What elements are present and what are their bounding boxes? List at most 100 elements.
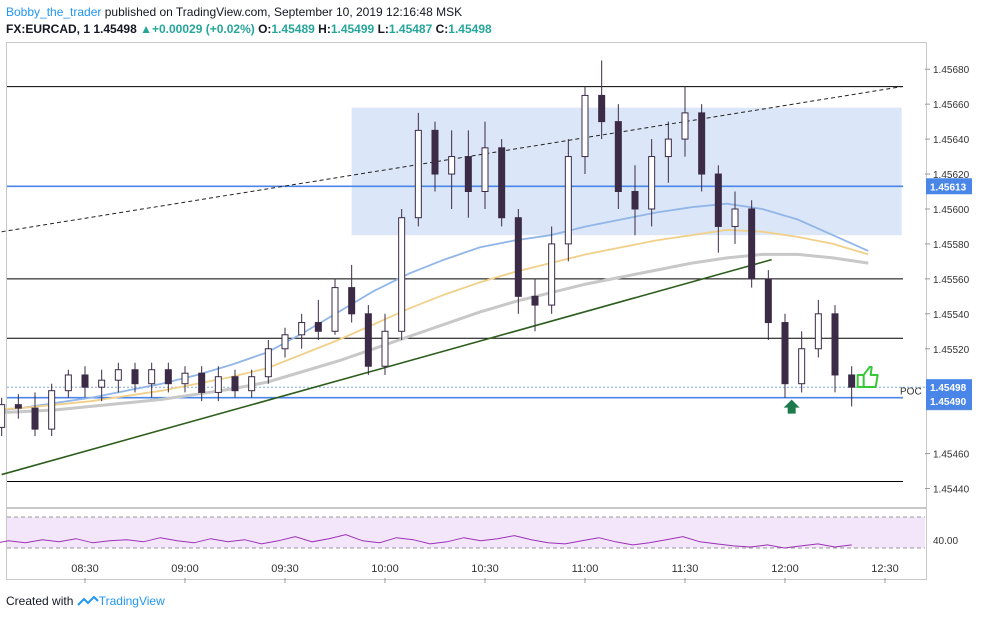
x-axis-label: 09:30 bbox=[271, 563, 299, 575]
candle-body bbox=[598, 94, 606, 123]
candle-body bbox=[14, 404, 22, 409]
publish-header: Bobby_the_trader published on TradingVie… bbox=[6, 5, 462, 19]
candle-body bbox=[381, 330, 389, 367]
candle-body bbox=[581, 94, 589, 158]
candle-body bbox=[248, 376, 256, 392]
resistance-zone bbox=[351, 107, 902, 236]
candle-body bbox=[281, 334, 289, 350]
candle-body bbox=[714, 173, 722, 227]
close-value: 1.45498 bbox=[448, 22, 492, 36]
rsi-level-label: 40.00 bbox=[933, 536, 958, 547]
candle-body bbox=[298, 322, 306, 336]
candle-body bbox=[798, 348, 806, 385]
candle-body bbox=[514, 217, 522, 297]
x-axis-label: 11:00 bbox=[572, 563, 599, 575]
candle-body bbox=[131, 369, 139, 385]
y-axis-label: 1.45660 bbox=[933, 100, 970, 111]
symbol-legend: FX:EURCAD, 1 1.45498 ▲+0.00029 (+0.02%) … bbox=[6, 22, 492, 36]
x-axis-label: 10:00 bbox=[371, 563, 399, 575]
low-label: L: bbox=[377, 22, 389, 36]
y-axis-label: 1.45580 bbox=[933, 240, 970, 251]
candle-body bbox=[231, 376, 239, 392]
rsi-pane[interactable] bbox=[6, 508, 927, 580]
tradingview-brand-link[interactable]: TradingView bbox=[98, 594, 165, 608]
price-pane[interactable] bbox=[6, 42, 927, 508]
candle-body bbox=[731, 208, 739, 227]
candle-body bbox=[398, 217, 406, 332]
x-axis-label: 10:30 bbox=[471, 563, 499, 575]
symbol-label[interactable]: FX:EURCAD, 1 bbox=[6, 22, 91, 36]
y-axis-label: 1.45540 bbox=[933, 310, 970, 321]
level-price-label: 1.45613 bbox=[930, 182, 967, 193]
y-axis-label: 1.45560 bbox=[933, 275, 970, 286]
candle-body bbox=[331, 287, 339, 332]
current-price-label: 1.45498 bbox=[930, 383, 967, 394]
footer-credit: Created with TradingView bbox=[6, 594, 165, 608]
candle-body bbox=[348, 287, 356, 315]
author-link[interactable]: Bobby_the_trader bbox=[6, 5, 102, 19]
x-axis-label: 12:30 bbox=[871, 563, 899, 575]
moving-average-line bbox=[0, 228, 869, 411]
low-value: 1.45487 bbox=[388, 22, 433, 36]
candle-body bbox=[764, 278, 772, 324]
open-label: O: bbox=[258, 22, 272, 36]
poc-label: POC bbox=[900, 387, 922, 398]
candle-body bbox=[114, 369, 122, 381]
candle-body bbox=[98, 379, 106, 388]
current-price-label-box bbox=[926, 379, 972, 396]
candle-body bbox=[814, 313, 822, 350]
candle-body bbox=[31, 407, 39, 430]
y-axis-label: 1.45520 bbox=[933, 345, 970, 356]
candle-body bbox=[64, 374, 72, 392]
candle-body bbox=[531, 295, 539, 306]
candle-body bbox=[698, 112, 706, 175]
high-value: 1.45499 bbox=[330, 22, 375, 36]
y-axis-label: 1.45640 bbox=[933, 135, 970, 146]
up-triangle-icon: ▲ bbox=[140, 22, 152, 36]
y-axis-label: 1.45460 bbox=[933, 450, 970, 461]
y-axis-label: 1.45600 bbox=[933, 205, 970, 216]
last-price: 1.45498 bbox=[93, 22, 137, 36]
high-label: H: bbox=[318, 22, 331, 36]
x-axis-label: 08:30 bbox=[71, 563, 99, 575]
candle-body bbox=[831, 313, 839, 376]
thumbs-up-icon bbox=[856, 365, 879, 388]
candle-body bbox=[481, 147, 489, 193]
x-axis-label: 11:30 bbox=[672, 563, 699, 575]
open-value: 1.45489 bbox=[271, 22, 315, 36]
candle-body bbox=[448, 156, 456, 175]
candle-body bbox=[414, 129, 422, 219]
price-change: +0.00029 (+0.02%) bbox=[151, 22, 255, 36]
y-axis-label: 1.45620 bbox=[933, 170, 970, 181]
candle-body bbox=[614, 121, 622, 193]
candle-body bbox=[648, 156, 656, 210]
created-with-text: Created with bbox=[6, 594, 74, 608]
candle-body bbox=[781, 322, 789, 385]
candle-body bbox=[364, 313, 372, 367]
candle-body bbox=[148, 369, 156, 385]
candle-body bbox=[464, 156, 472, 193]
candle-body bbox=[164, 369, 172, 385]
x-axis-label: 12:00 bbox=[771, 563, 799, 575]
poc-price-label-box bbox=[926, 393, 972, 410]
rising-trendline bbox=[1, 258, 772, 476]
level-price-label-box bbox=[926, 178, 972, 195]
candle-body bbox=[0, 404, 6, 428]
candle-body bbox=[748, 208, 756, 280]
candle-body bbox=[548, 243, 556, 306]
y-axis-label: 1.45680 bbox=[933, 65, 970, 76]
poc-price-label: 1.45490 bbox=[930, 397, 967, 408]
rsi-band bbox=[7, 517, 925, 548]
candle-body bbox=[214, 376, 222, 393]
publish-info: published on TradingView.com, September … bbox=[101, 5, 463, 19]
tradingview-logo-icon bbox=[77, 595, 99, 606]
y-axis-label: 1.45440 bbox=[933, 485, 970, 496]
candle-body bbox=[81, 374, 89, 388]
candle-body bbox=[314, 322, 322, 332]
close-label: C: bbox=[435, 22, 449, 36]
candle-body bbox=[181, 372, 189, 385]
candle-body bbox=[264, 348, 272, 378]
moving-average-line bbox=[0, 252, 869, 415]
candle-body bbox=[48, 390, 56, 430]
